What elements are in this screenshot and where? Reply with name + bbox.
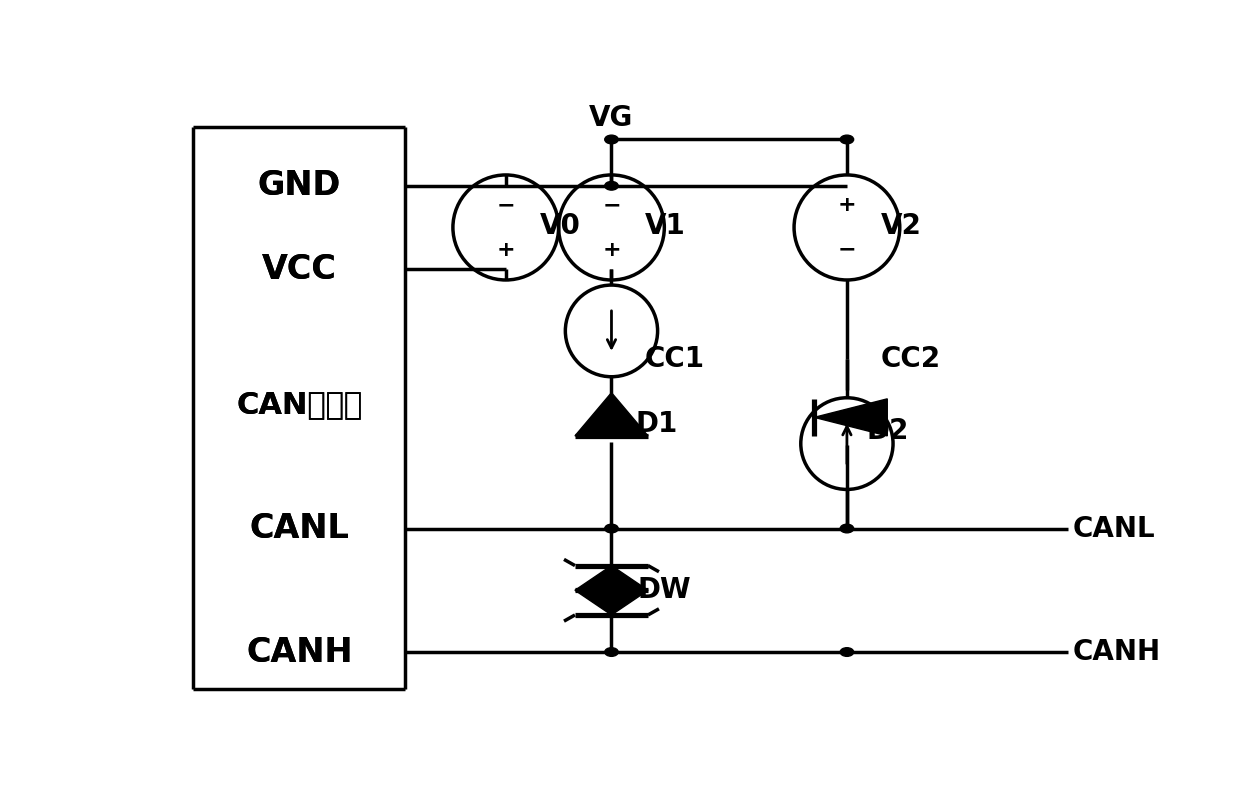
Circle shape bbox=[605, 525, 619, 533]
Text: V2: V2 bbox=[880, 212, 921, 240]
Text: CC2: CC2 bbox=[880, 345, 941, 373]
Text: VCC: VCC bbox=[262, 253, 336, 286]
Text: VG: VG bbox=[589, 103, 634, 132]
Text: D2: D2 bbox=[866, 417, 909, 445]
Text: CANL: CANL bbox=[1073, 515, 1156, 542]
Text: −: − bbox=[603, 196, 621, 216]
Circle shape bbox=[841, 525, 853, 533]
Text: +: + bbox=[837, 196, 857, 216]
Text: GND: GND bbox=[258, 169, 341, 202]
Polygon shape bbox=[575, 590, 649, 615]
Circle shape bbox=[841, 136, 853, 144]
Text: CANH: CANH bbox=[246, 635, 352, 669]
Text: CANL: CANL bbox=[249, 512, 350, 545]
Text: +: + bbox=[603, 240, 621, 260]
Text: −: − bbox=[496, 196, 515, 216]
Text: D1: D1 bbox=[635, 410, 678, 438]
Text: CANL: CANL bbox=[249, 512, 350, 545]
Circle shape bbox=[841, 648, 853, 656]
Text: CAN收发器: CAN收发器 bbox=[236, 391, 362, 419]
Text: VCC: VCC bbox=[262, 253, 336, 286]
Text: CC1: CC1 bbox=[645, 345, 706, 373]
Text: CANH: CANH bbox=[246, 635, 352, 669]
Text: DW: DW bbox=[637, 577, 691, 604]
Polygon shape bbox=[575, 393, 649, 436]
Text: −: − bbox=[837, 240, 857, 260]
Text: V1: V1 bbox=[645, 212, 686, 240]
Circle shape bbox=[605, 648, 619, 656]
Polygon shape bbox=[575, 565, 649, 590]
Text: +: + bbox=[496, 240, 515, 260]
Circle shape bbox=[605, 181, 619, 190]
Text: V0: V0 bbox=[539, 212, 580, 240]
Text: GND: GND bbox=[258, 169, 341, 202]
Text: CAN收发器: CAN收发器 bbox=[236, 391, 362, 419]
Text: CANH: CANH bbox=[1073, 638, 1161, 666]
Circle shape bbox=[605, 136, 619, 144]
Polygon shape bbox=[815, 399, 888, 436]
